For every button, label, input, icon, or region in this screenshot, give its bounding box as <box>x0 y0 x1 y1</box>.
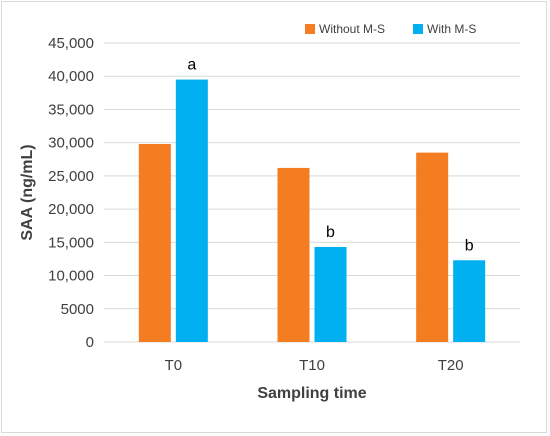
bar-annotation: a <box>187 57 196 74</box>
bar-annotation: b <box>326 224 335 241</box>
y-tick-label: 20,000 <box>48 201 94 218</box>
x-tick-label: T10 <box>299 357 325 374</box>
bar <box>453 260 486 342</box>
bar <box>175 79 208 343</box>
y-tick-label: 10,000 <box>48 268 94 285</box>
y-tick-label: 40,000 <box>48 68 94 85</box>
x-tick-label: T20 <box>438 357 464 374</box>
legend-label: Without M-S <box>319 22 385 36</box>
y-tick-label: 15,000 <box>48 234 94 251</box>
legend-swatch <box>305 24 315 34</box>
x-tick-label: T0 <box>165 357 183 374</box>
y-tick-label: 35,000 <box>48 101 94 118</box>
y-tick-label: 0 <box>86 334 94 351</box>
bar <box>277 167 310 342</box>
bar-annotation: b <box>465 237 474 254</box>
y-tick-label: 25,000 <box>48 168 94 185</box>
y-tick-label: 30,000 <box>48 135 94 152</box>
bar <box>138 143 171 342</box>
y-axis-title: SAA (ng/mL) <box>19 144 36 240</box>
legend-label: With M-S <box>427 22 476 36</box>
y-tick-label: 5000 <box>61 301 94 318</box>
bar <box>314 246 347 342</box>
legend-swatch <box>413 24 423 34</box>
x-axis-title: Sampling time <box>257 385 366 402</box>
bar <box>416 152 449 342</box>
y-tick-label: 45,000 <box>48 35 94 52</box>
